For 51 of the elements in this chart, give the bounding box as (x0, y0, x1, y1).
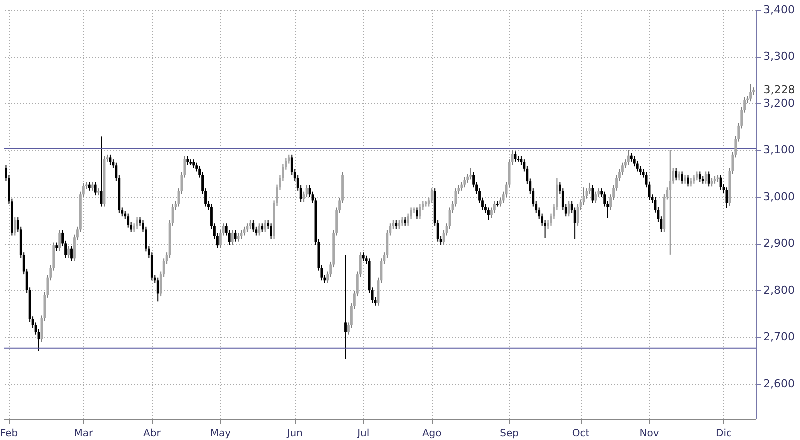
text: 3,228 (764, 83, 796, 96)
candlestick (419, 204, 422, 220)
candlestick (750, 84, 752, 102)
candlestick (344, 254, 347, 360)
candlestick (127, 213, 130, 228)
candlestick (464, 176, 466, 188)
candlestick (687, 174, 690, 188)
candlestick (708, 171, 710, 188)
candlestick (234, 230, 237, 242)
candlestick (70, 246, 73, 262)
candlestick (675, 168, 678, 182)
candlestick (252, 220, 255, 233)
x-tick-label: Mar (74, 428, 94, 440)
candlestick (592, 184, 594, 204)
candlestick (270, 223, 272, 240)
candlestick (470, 167, 472, 180)
y-tick-label: 2,600 (764, 377, 795, 390)
y-tick-label: 2,700 (764, 330, 795, 344)
y-tick-label: 2,900 (764, 237, 795, 250)
x-tick-label: Nov (640, 428, 660, 440)
candlestick (488, 207, 490, 221)
x-tick-label: Sep (500, 428, 519, 440)
x-tick-label: Jul (356, 428, 370, 440)
candlestick (681, 171, 684, 184)
candlestick (258, 223, 261, 236)
x-tick-label: Abr (144, 428, 162, 440)
candlestick (58, 230, 62, 252)
y-tick-label: 2,800 (764, 284, 795, 297)
candlestick (14, 217, 16, 236)
candlestick (633, 156, 636, 168)
y-tick-label: 3,000 (764, 190, 795, 204)
y-tick-label: 3,300 (764, 50, 795, 64)
y-tick-label: 3,400 (764, 4, 795, 16)
candlestick (704, 171, 708, 184)
candlestick (156, 277, 160, 302)
candlestick (136, 216, 138, 230)
x-tick-label: Feb (0, 428, 18, 440)
candlestick (493, 200, 496, 214)
candlestick (568, 200, 570, 218)
candlestick (698, 171, 702, 183)
x-tick-label: Dic (716, 428, 732, 440)
x-tick-label: Oct (572, 428, 590, 440)
y-tick-label: 3,200 (764, 96, 795, 110)
candlestick (264, 220, 267, 233)
candlestick (636, 160, 639, 172)
x-tick-label: May (210, 428, 232, 440)
y-tick-label: 3,100 (764, 144, 795, 157)
candlestick (94, 182, 97, 196)
x-tick-label: Jun (286, 428, 303, 440)
x-tick-label: Ago (422, 428, 442, 440)
candlestick (416, 207, 418, 220)
